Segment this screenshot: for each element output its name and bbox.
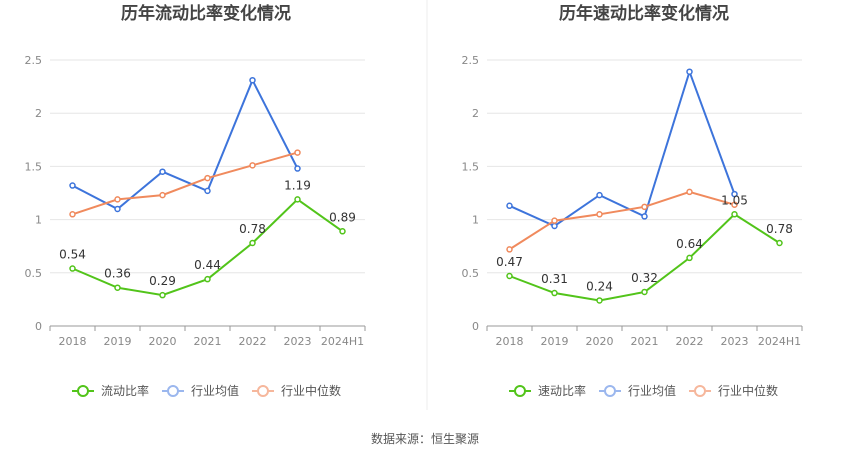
- data-point: [776, 239, 783, 247]
- x-tick-label: 2018: [59, 335, 87, 348]
- data-point: [339, 228, 346, 235]
- data-point: [551, 289, 558, 297]
- data-point: [596, 297, 603, 304]
- data-point: [249, 162, 256, 169]
- data-point: [294, 149, 301, 156]
- data-point: [596, 211, 603, 218]
- x-tick-label: 2019: [541, 335, 569, 348]
- data-label: 0.36: [104, 267, 131, 281]
- chart-title: 历年速动比率变化情况: [559, 3, 729, 24]
- data-label: 0.29: [149, 274, 176, 288]
- data-point: [294, 165, 301, 172]
- y-tick-label: 1: [35, 214, 42, 227]
- series-line: [72, 151, 298, 216]
- data-point: [686, 68, 693, 75]
- x-tick-label: 2024H1: [321, 335, 364, 348]
- y-tick-label: 0: [472, 320, 479, 333]
- data-label: 0.31: [541, 272, 568, 286]
- x-tick-label: 2018: [496, 335, 524, 348]
- data-point: [69, 265, 76, 272]
- data-point: [506, 272, 513, 280]
- data-point: [641, 203, 648, 211]
- y-tick-label: 0.5: [462, 267, 480, 280]
- legend-marker: [257, 385, 269, 397]
- legend-item: 行业中位数: [281, 383, 341, 398]
- data-label: 0.32: [631, 271, 658, 285]
- data-point: [159, 291, 166, 299]
- series-line: [509, 213, 781, 302]
- legend-marker: [604, 385, 616, 397]
- x-tick-label: 2020: [586, 335, 614, 348]
- series-line: [72, 77, 299, 211]
- data-point: [551, 222, 558, 230]
- legend-item: 行业均值: [628, 383, 676, 398]
- data-point: [686, 188, 693, 196]
- series-line: [508, 190, 735, 251]
- legend-item: 行业均值: [191, 383, 239, 398]
- data-point: [731, 190, 738, 198]
- y-tick-label: 0: [35, 320, 42, 333]
- legend-item: 行业中位数: [718, 383, 778, 398]
- x-tick-label: 2022: [676, 335, 704, 348]
- y-tick-label: 2: [35, 107, 42, 120]
- legend-marker: [514, 385, 526, 397]
- legend-item: 流动比率: [101, 383, 149, 398]
- data-point: [69, 211, 76, 218]
- data-point: [114, 196, 121, 203]
- x-tick-label: 2023: [721, 335, 749, 348]
- y-tick-label: 0.5: [25, 267, 43, 280]
- data-point: [249, 239, 256, 247]
- data-label: 0.24: [586, 279, 613, 293]
- data-point: [551, 217, 558, 224]
- data-point: [641, 288, 648, 296]
- x-tick-label: 2022: [239, 335, 267, 348]
- data-point: [731, 201, 738, 208]
- chart-title: 历年流动比率变化情况: [121, 3, 291, 24]
- data-point: [204, 275, 211, 283]
- data-label: 1.05: [721, 193, 748, 207]
- data-point: [159, 168, 166, 175]
- x-tick-label: 2019: [104, 335, 132, 348]
- data-label: 0.44: [194, 258, 221, 272]
- data-label: 0.54: [59, 248, 86, 262]
- x-tick-label: 2021: [194, 335, 222, 348]
- legend-marker: [77, 385, 89, 397]
- data-point: [69, 182, 76, 189]
- y-tick-label: 1.5: [25, 160, 43, 173]
- data-point: [596, 191, 603, 199]
- x-tick-label: 2020: [149, 335, 177, 348]
- data-label: 0.78: [766, 222, 793, 236]
- data-point: [731, 211, 738, 218]
- data-point: [294, 196, 301, 203]
- series-line: [509, 68, 736, 228]
- y-tick-label: 2: [472, 107, 479, 120]
- data-point: [249, 76, 256, 84]
- data-point: [641, 213, 648, 220]
- y-tick-label: 2.5: [462, 54, 480, 67]
- y-tick-label: 1.5: [462, 160, 480, 173]
- legend-item: 速动比率: [538, 383, 586, 398]
- legend-marker: [167, 385, 179, 397]
- data-point: [114, 284, 121, 291]
- data-source: 数据来源：恒生聚源: [370, 432, 479, 446]
- data-label: 0.89: [329, 210, 356, 224]
- data-point: [506, 202, 513, 210]
- data-point: [204, 174, 211, 182]
- data-label: 0.78: [239, 222, 266, 236]
- legend-marker: [694, 385, 706, 397]
- data-point: [114, 205, 121, 213]
- data-label: 0.64: [676, 237, 703, 251]
- data-point: [686, 254, 693, 262]
- data-point: [506, 246, 513, 253]
- data-label: 0.47: [496, 255, 523, 269]
- x-tick-label: 2023: [284, 335, 312, 348]
- x-tick-label: 2024H1: [758, 335, 801, 348]
- y-tick-label: 1: [472, 214, 479, 227]
- data-point: [159, 191, 166, 199]
- x-tick-label: 2021: [631, 335, 659, 348]
- y-tick-label: 2.5: [25, 54, 43, 67]
- data-point: [204, 187, 211, 195]
- data-label: 1.19: [284, 178, 311, 192]
